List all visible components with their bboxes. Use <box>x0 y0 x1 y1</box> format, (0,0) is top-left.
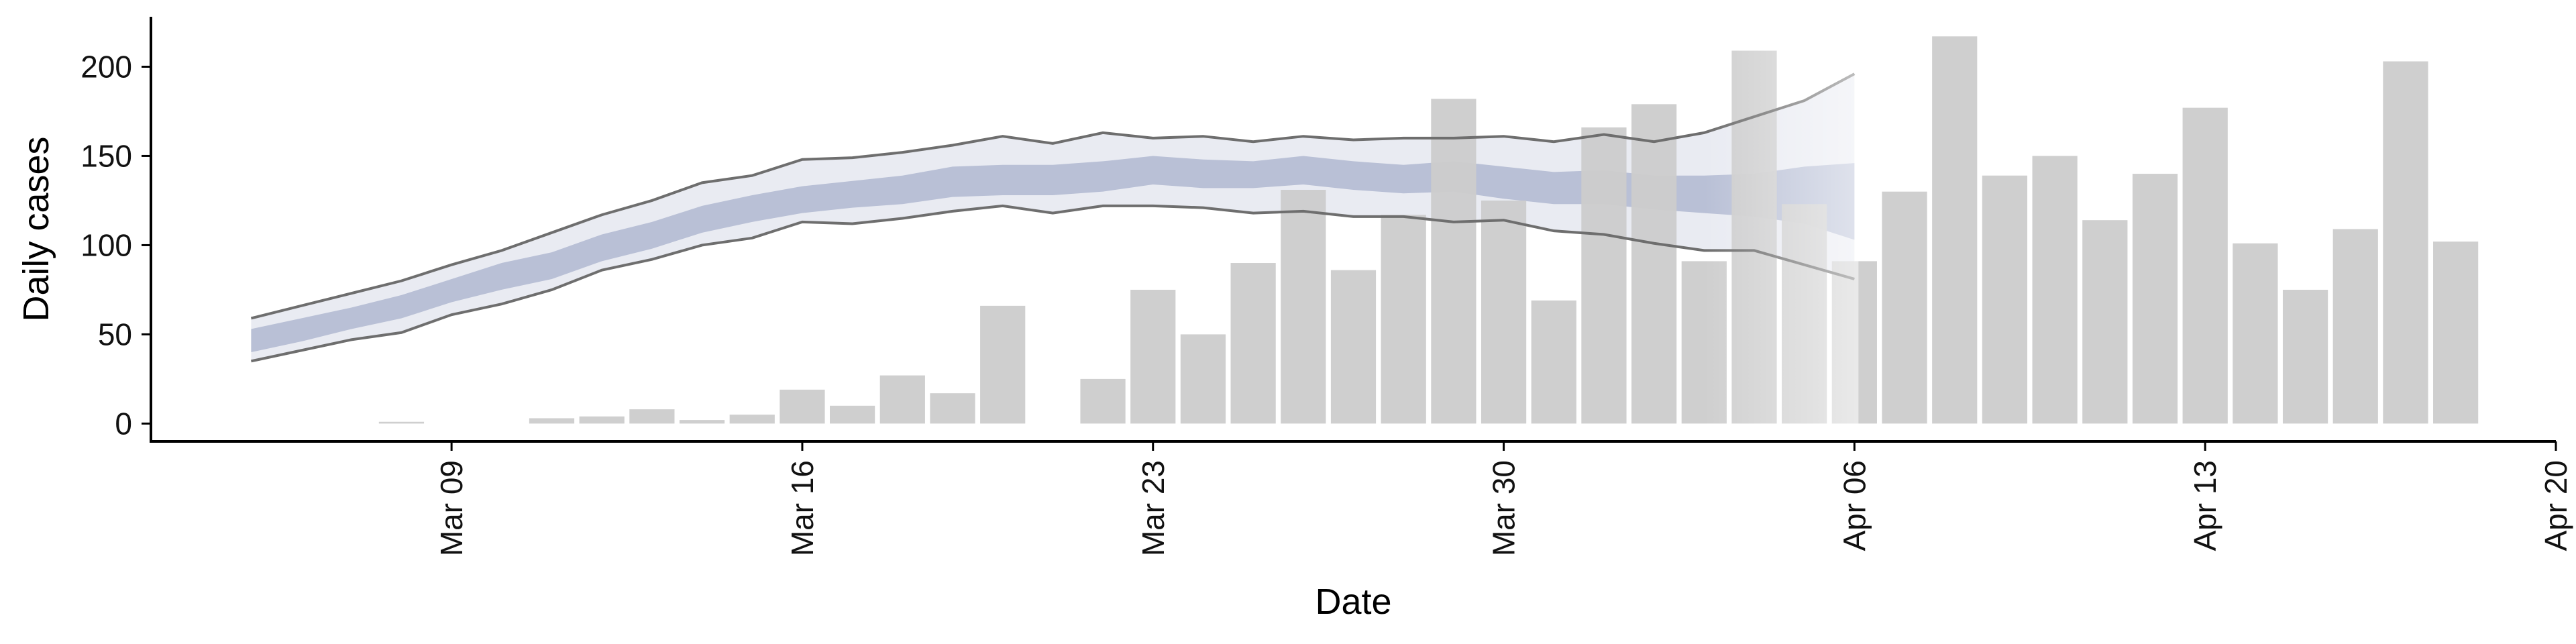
bar <box>1130 289 1176 424</box>
bar <box>1932 36 1978 424</box>
bar <box>1230 263 1276 424</box>
band-50 <box>251 156 1855 353</box>
bar <box>2132 174 2178 424</box>
bar <box>1531 300 1576 424</box>
bar <box>1581 127 1627 424</box>
interval-lines <box>250 72 1856 363</box>
bar <box>2332 229 2378 424</box>
x-tick-label: Apr 13 <box>2188 460 2222 551</box>
y-tick-label: 100 <box>80 227 132 262</box>
bar <box>2433 241 2479 424</box>
bar <box>729 415 775 424</box>
axes: 0 50 100 150 200 Mar 09 Mar 16 Mar 23 Mar 30 Apr … <box>80 17 2573 556</box>
bar <box>1431 99 1477 424</box>
y-tick-label: 50 <box>98 317 132 352</box>
x-axis-title: Date <box>1315 582 1391 622</box>
bar <box>529 418 575 424</box>
y-axis-title: Daily cases <box>16 136 56 321</box>
bar <box>2282 289 2328 424</box>
x-tick-label: Apr 06 <box>1837 460 1872 551</box>
upper-90-line <box>250 72 1856 320</box>
bar <box>378 421 425 424</box>
bar <box>1631 104 1677 424</box>
y-tick-label: 200 <box>80 49 132 84</box>
bar <box>2082 220 2128 424</box>
bar <box>1281 189 1326 424</box>
x-tick-label: Apr 20 <box>2538 460 2573 551</box>
bar <box>629 409 675 424</box>
bar <box>930 393 975 424</box>
bar <box>1080 378 1126 424</box>
bar <box>1882 191 1927 424</box>
bar <box>2032 156 2078 424</box>
bar <box>679 420 725 424</box>
bar <box>2383 61 2428 424</box>
bar <box>1330 270 1377 424</box>
x-tick-label: Mar 09 <box>434 460 469 556</box>
bar <box>1381 215 1426 424</box>
bar <box>830 405 875 424</box>
bar <box>1481 200 1527 424</box>
bar <box>980 305 1026 424</box>
lower-90-line <box>250 204 1855 363</box>
fade-overlay <box>1704 17 1859 441</box>
bar <box>2233 243 2278 424</box>
bar <box>1982 175 2028 424</box>
bar <box>2182 107 2228 424</box>
x-tick-label: Mar 16 <box>785 460 820 556</box>
y-tick-label: 150 <box>80 138 132 173</box>
nowcast-fade <box>1704 17 1859 441</box>
bar <box>1180 334 1226 424</box>
bar <box>780 389 825 424</box>
bar <box>579 416 625 424</box>
x-tick-label: Mar 23 <box>1136 460 1171 556</box>
y-tick-label: 0 <box>115 406 132 441</box>
x-tick-label: Mar 30 <box>1487 460 1521 556</box>
bar <box>879 375 925 424</box>
